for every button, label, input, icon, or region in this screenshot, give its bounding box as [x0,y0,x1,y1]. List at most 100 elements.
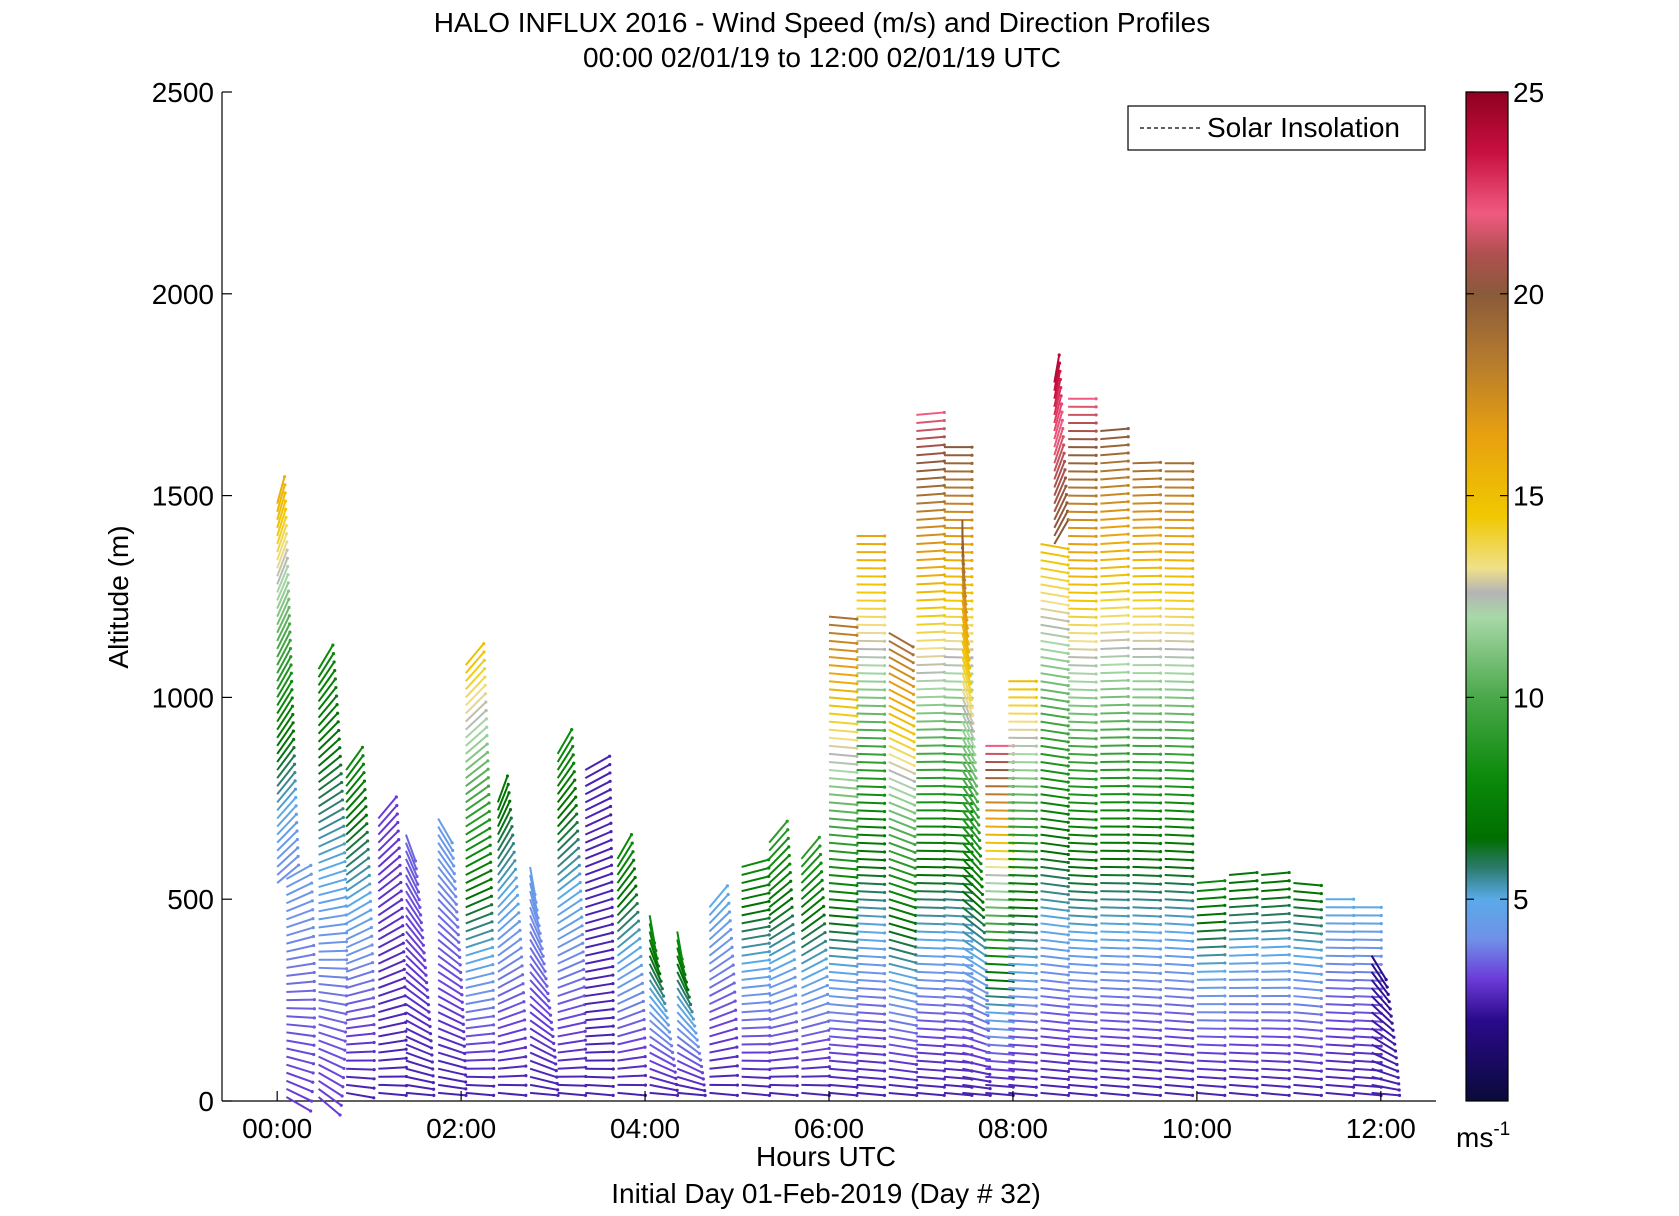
colorbar-unit-exponent: -1 [1493,1119,1510,1140]
wind-vector [317,644,334,670]
wind-vector [888,664,914,680]
wind-vector-head [367,873,371,877]
wind-vector [676,979,692,1005]
wind-vector [1100,914,1129,918]
wind-vector-head [970,502,974,506]
wind-vector [585,1075,614,1079]
wind-vector [437,1019,465,1033]
wind-vector-head [489,877,493,881]
wind-vector [1040,906,1069,912]
wind-vector-head [666,1023,670,1027]
wind-vector [557,924,583,941]
wind-vector [276,730,295,755]
wind-vector-head [632,858,636,862]
y-tick-label: 2500 [152,77,214,108]
wind-vector-head [425,988,429,992]
wind-vector-head [1126,638,1130,642]
wind-vector-head [554,1068,558,1073]
wind-vector [741,1000,770,1006]
wind-vector [961,979,988,994]
wind-vector-head [295,837,299,842]
wind-vector-head [1066,1085,1071,1089]
wind-vector-head [1126,516,1130,520]
wind-vector-head [855,875,859,880]
wind-vector-head [882,809,887,814]
wind-vector [1132,865,1161,869]
wind-vector [1261,912,1290,917]
wind-vector [1370,955,1388,981]
wind-vector-head [611,1050,615,1054]
wind-vector [961,745,977,771]
wind-vector-head [1319,948,1323,952]
wind-vector-head [608,779,612,783]
wind-vector [1068,583,1097,586]
wind-vector [286,980,315,985]
wind-vector [1261,904,1290,909]
wind-vector-head [1158,655,1163,659]
wind-vector-head [1255,887,1259,891]
wind-vector-head [581,959,585,963]
wind-vector [1196,1091,1225,1097]
wind-vector-head [578,880,582,885]
wind-vector [276,574,289,601]
wind-vector [916,508,945,513]
wind-vector [286,1047,314,1056]
wind-vector [1100,630,1129,634]
wind-vector-head [293,770,297,775]
wind-vector [377,924,404,941]
wind-vector [916,1019,945,1023]
wind-vector-head [396,829,400,833]
wind-vector [828,962,857,968]
wind-vector-head [1319,932,1323,936]
wind-vector-head [454,902,458,906]
wind-vector-head [1158,1053,1163,1057]
wind-vector [1008,1019,1037,1024]
wind-vector [1164,760,1193,764]
wind-vector-head [882,882,887,886]
wind-vector [800,888,824,909]
wind-vector-head [970,534,974,538]
wind-vector-head [485,742,489,746]
wind-vector [1196,937,1225,941]
wind-vector-head [1066,989,1070,993]
wind-vector [584,797,611,812]
wind-vector [916,1083,945,1089]
wind-vector [318,1047,345,1061]
wind-vector [709,1009,736,1022]
wind-vector [1068,1019,1097,1024]
wind-vector [465,852,491,868]
wind-vector [1068,962,1097,967]
wind-vector [1164,1035,1193,1040]
wind-vector-head [1319,980,1323,984]
wind-vector-head [333,677,337,681]
wind-vector-head [1191,639,1195,644]
wind-vector-head [635,901,639,906]
wind-vector-head [1034,801,1038,805]
wind-vector [497,1028,526,1038]
wind-vector-head [1191,615,1195,619]
wind-vector [1164,922,1193,927]
wind-vector [1100,986,1129,991]
wind-vector-head [1393,1042,1397,1046]
wind-vector-head [1223,1027,1227,1031]
wind-vector [800,914,825,933]
wind-vector-head [1255,986,1259,990]
wind-vector [888,793,915,806]
wind-vector-head [289,663,293,667]
wind-vector [856,890,885,894]
wind-vector [318,1007,347,1015]
wind-vector [962,1027,990,1039]
wind-vector [649,1035,674,1054]
wind-vector-head [1223,879,1227,883]
wind-vector [529,1019,554,1038]
wind-vector-head [1094,1004,1098,1008]
wind-vector-head [882,1061,887,1065]
wind-vector-head [1034,1077,1038,1081]
wind-vector-head [1126,621,1130,626]
wind-vector-head [882,720,887,724]
wind-vector [828,720,857,726]
wind-vector-head [611,1024,615,1028]
wind-vector [1008,793,1037,796]
wind-vector-head [1094,510,1098,514]
wind-vector-head [972,737,976,741]
